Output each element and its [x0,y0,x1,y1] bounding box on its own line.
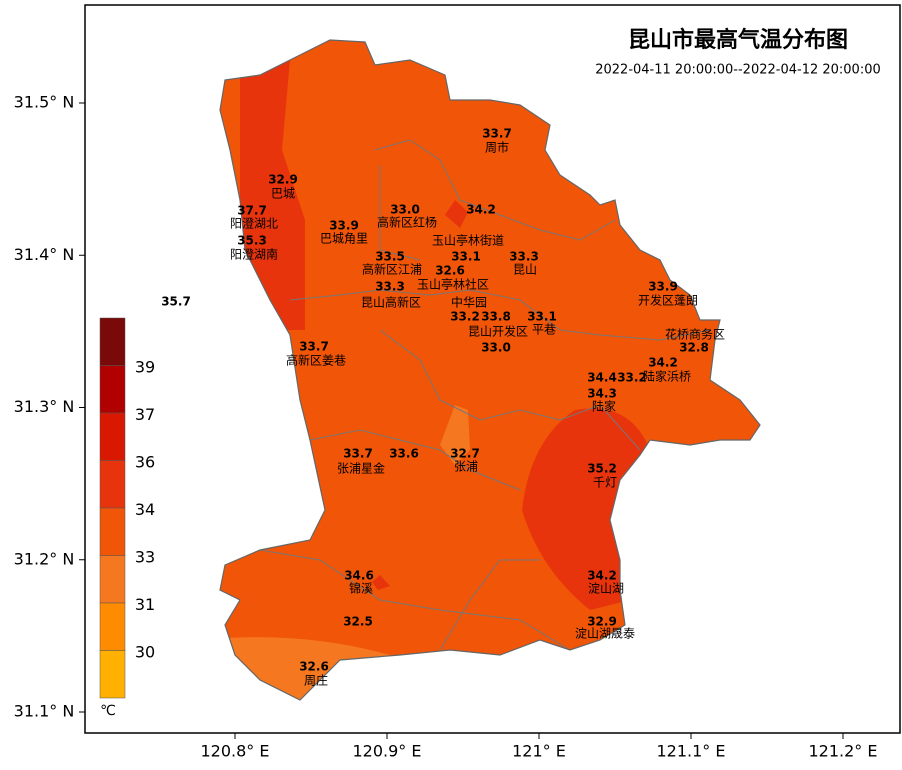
station-value: 35.7 [161,295,191,309]
station-value: 32.9 [268,173,298,187]
station-name: 陆家浜桥 [643,369,691,384]
station-name: 阳澄湖南 [230,247,278,262]
colorbar-segment [99,602,126,651]
colorbar-label: 39 [135,357,155,376]
station-name: 昆山高新区 [361,295,421,310]
station-value: 33.7 [299,340,329,354]
colorbar-segment [99,365,126,414]
station-name: 陆家 [592,399,616,414]
y-tick-label: 31.2° N [14,549,75,568]
station-value: 34.3 [587,387,617,401]
x-tick-label: 121° E [512,742,566,761]
station-name: 高新区红杨 [377,215,437,230]
x-tick-label: 120.9° E [353,742,422,761]
station-value: 34.6 [344,569,374,583]
colorbar-segment [99,555,126,604]
colorbar-label: 31 [135,595,155,614]
station-value: 32.6 [299,660,329,674]
colorbar-segment [99,460,126,509]
station-value: 33.7 [343,447,373,461]
station-value: 33.9 [329,219,359,233]
station-name: 阳澄湖北 [230,216,278,231]
station-name: 中华园 [451,295,487,310]
station-value: 33.0 [390,203,420,217]
title: 昆山市最高气温分布图 [628,27,848,53]
station-name: 昆山 [513,263,537,277]
station-name: 锦溪 [349,582,373,596]
station-value: 34.2 [648,356,678,370]
station-value: 35.3 [237,234,267,248]
station-value: 32.5 [343,615,373,629]
colorbar-segment [99,507,126,556]
station-value: 33.6 [389,447,419,461]
station-value: 33.9 [648,280,678,294]
colorbar-segment [99,317,126,366]
station-value: 33.0 [481,341,511,355]
station-name: 巴城 [271,187,295,201]
colorbar-label: 33 [135,547,155,566]
station-name: 张浦星金 [337,461,385,476]
station-name: 淀山湖 [588,581,624,596]
station-name: 玉山亭林社区 [417,277,489,292]
station-value: 33.3 [509,250,539,264]
y-tick-label: 31.3° N [14,397,75,416]
district-boundaries [259,139,711,651]
station-value: 34.4 [587,371,617,385]
station-name: 淀山湖晟泰 [575,626,635,641]
colorbar-label: 30 [135,642,155,661]
station-name: 平巷 [532,323,556,337]
colorbar-segment [99,412,126,461]
y-tick-label: 31.1° N [14,702,75,721]
map-frame [84,4,901,734]
station-name: 周市 [485,140,509,155]
y-tick-label: 31.4° N [14,245,75,264]
station-value: 33.3 [375,280,405,294]
station-value: 32.6 [435,264,465,278]
station-name: 周庄 [304,673,328,688]
station-name: 高新区姜巷 [286,353,346,368]
station-value: 33.8 [481,310,511,324]
subtitle: 2022-04-11 20:00:00--2022-04-12 20:00:00 [595,63,881,78]
y-tick-label: 31.5° N [14,93,75,112]
station-name: 巴城角里 [320,232,368,246]
station-value: 34.2 [466,203,496,217]
station-name: 玉山亭林街道 [432,233,504,248]
station-value: 35.2 [587,462,617,476]
x-tick-label: 121.2° E [809,742,878,761]
station-value: 33.2 [450,310,480,324]
station-name: 高新区江浦 [362,262,422,277]
station-name: 张浦 [454,460,478,474]
station-value: 32.7 [450,447,480,461]
station-name: 花桥商务区 [665,327,725,342]
station-value: 33.5 [375,250,405,264]
station-value: 33.1 [527,310,557,324]
colorbar-label: 34 [135,500,155,519]
station-value: 34.2 [587,569,617,583]
station-value: 32.9 [587,615,617,629]
x-tick-label: 120.8° E [201,742,270,761]
station-value: 32.8 [679,341,709,355]
station-value: 33.1 [451,250,481,264]
colorbar-unit: ℃ [100,703,116,719]
station-value: 33.7 [482,127,512,141]
colorbar-label: 36 [135,452,155,471]
station-name: 开发区蓬朗 [638,293,698,308]
station-value: 33.2 [617,371,647,385]
x-tick-label: 121.1° E [657,742,726,761]
colorbar-label: 37 [135,405,155,424]
station-name: 昆山开发区 [468,324,528,339]
station-value: 37.7 [237,204,267,218]
colorbar-segment [99,650,126,699]
station-name: 千灯 [593,476,617,490]
